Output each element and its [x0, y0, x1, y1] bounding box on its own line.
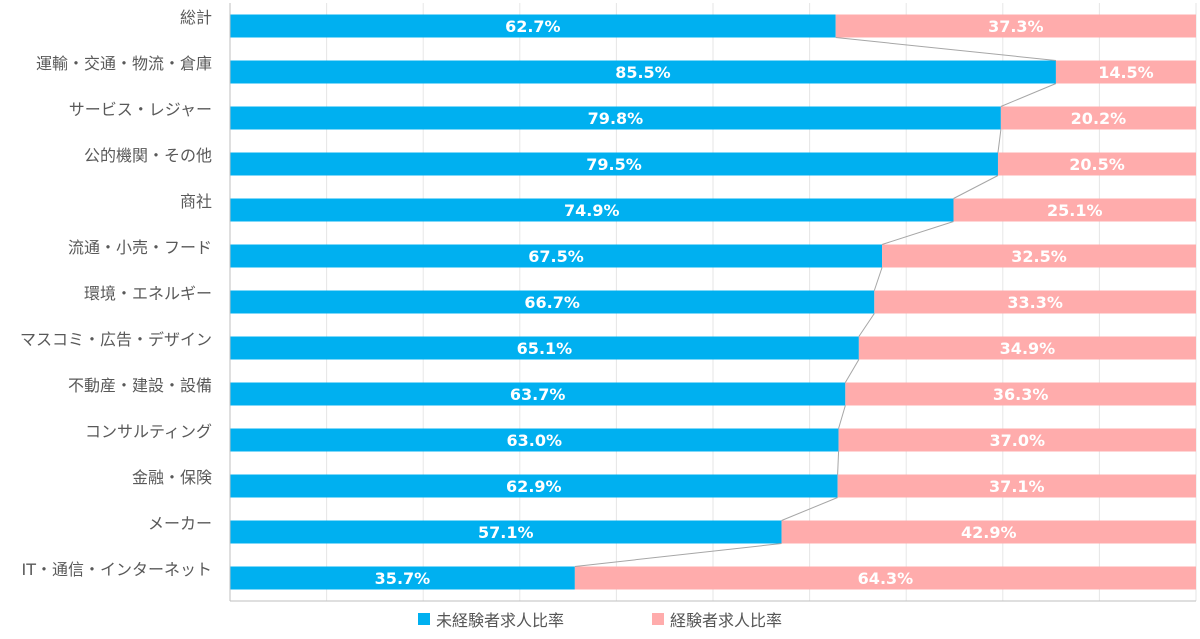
bar-experienced	[574, 566, 1196, 590]
category-label: メーカー	[148, 514, 212, 533]
bar-inexperienced	[230, 382, 846, 406]
chart-plot: 62.7% 37.3% 85.5% 14.5% 79.8% 20.2% 79.5% 20.5%…	[20, 3, 1197, 602]
data-label-experienced: 37.1%	[989, 477, 1045, 496]
series-lines	[574, 37, 1057, 567]
series-line	[781, 497, 838, 521]
category-label: マスコミ・広告・デザイン	[20, 330, 212, 349]
data-label-inexperienced: 65.1%	[517, 339, 573, 358]
category-label: 流通・小売・フード	[68, 238, 212, 257]
bar-inexperienced	[230, 14, 836, 38]
series-line	[997, 129, 1002, 153]
bar-inexperienced	[230, 290, 875, 314]
bar-inexperienced	[230, 336, 859, 360]
data-label-inexperienced: 85.5%	[615, 63, 671, 82]
category-label: 金融・保険	[132, 468, 212, 487]
bar-experienced	[845, 382, 1196, 406]
legend-swatch-experienced	[652, 613, 664, 625]
data-label-inexperienced: 67.5%	[528, 247, 584, 266]
data-label-experienced: 33.3%	[1007, 293, 1063, 312]
data-label-inexperienced: 35.7%	[375, 569, 431, 588]
category-label: 環境・エネルギー	[84, 284, 212, 303]
data-label-inexperienced: 66.7%	[524, 293, 580, 312]
data-label-experienced: 14.5%	[1098, 63, 1154, 82]
data-label-experienced: 32.5%	[1011, 247, 1067, 266]
category-label: 公的機関・その他	[84, 146, 212, 165]
data-label-inexperienced: 63.0%	[507, 431, 563, 450]
data-label-inexperienced: 63.7%	[510, 385, 566, 404]
bar-experienced	[781, 520, 1196, 544]
bar-experienced	[858, 336, 1196, 360]
data-label-experienced: 34.9%	[1000, 339, 1056, 358]
legend-label-inexperienced: 未経験者求人比率	[435, 611, 564, 630]
series-line	[873, 267, 883, 291]
bar-experienced	[882, 244, 1196, 268]
bar-inexperienced	[230, 60, 1056, 84]
data-label-inexperienced: 79.5%	[586, 155, 642, 174]
legend-item-inexperienced: 未経験者求人比率	[417, 607, 564, 631]
data-label-experienced: 25.1%	[1047, 201, 1103, 220]
bar-inexperienced	[230, 566, 575, 590]
series-line	[844, 359, 860, 383]
series-line	[1000, 83, 1057, 107]
data-label-experienced: 42.9%	[961, 523, 1017, 542]
legend-item-experienced: 経験者求人比率	[652, 607, 782, 631]
category-label: コンサルティング	[85, 422, 212, 441]
data-label-experienced: 64.3%	[858, 569, 914, 588]
data-label-experienced: 36.3%	[993, 385, 1049, 404]
data-label-inexperienced: 57.1%	[478, 523, 534, 542]
data-label-experienced: 37.3%	[988, 17, 1044, 36]
series-line	[835, 37, 1056, 61]
bar-experienced	[1055, 60, 1196, 84]
category-label: 商社	[180, 192, 212, 211]
series-line	[574, 543, 782, 567]
bar-inexperienced	[230, 152, 998, 176]
data-label-experienced: 20.5%	[1069, 155, 1125, 174]
category-label: サービス・レジャー	[69, 100, 212, 119]
legend-label-experienced: 経験者求人比率	[670, 611, 783, 630]
category-label: 不動産・建設・設備	[68, 376, 212, 395]
bar-experienced	[874, 290, 1196, 314]
series-line	[838, 405, 846, 429]
bar-experienced	[835, 14, 1196, 38]
bar-experienced	[838, 428, 1196, 452]
category-label: 総計	[180, 8, 212, 27]
series-line	[858, 313, 875, 337]
bar-experienced	[1000, 106, 1196, 130]
bar-inexperienced	[230, 474, 838, 498]
series-line	[953, 175, 999, 199]
data-label-experienced: 37.0%	[990, 431, 1046, 450]
bar-inexperienced	[230, 198, 954, 222]
data-label-inexperienced: 79.8%	[588, 109, 644, 128]
data-labels: 62.7% 37.3% 85.5% 14.5% 79.8% 20.2% 79.5% 20.5%…	[375, 17, 1154, 588]
data-label-inexperienced: 74.9%	[564, 201, 620, 220]
bar-experienced	[837, 474, 1196, 498]
data-label-inexperienced: 62.9%	[506, 477, 562, 496]
legend-swatch-inexperienced	[417, 613, 430, 625]
category-label: 運輸・交通・物流・倉庫	[36, 54, 212, 73]
bar-experienced	[953, 198, 1196, 222]
bar-inexperienced	[230, 520, 782, 544]
series-line	[837, 451, 840, 475]
category-labels: 総計運輸・交通・物流・倉庫サービス・レジャー公的機関・その他商社流通・小売・フー…	[20, 8, 212, 579]
series-line	[881, 221, 954, 245]
bars	[230, 14, 1196, 590]
bar-inexperienced	[230, 244, 883, 268]
bar-inexperienced	[230, 106, 1001, 130]
data-label-experienced: 20.2%	[1071, 109, 1127, 128]
bar-experienced	[997, 152, 1196, 176]
category-label: IT・通信・インターネット	[22, 560, 213, 579]
data-label-inexperienced: 62.7%	[505, 17, 561, 36]
legend: 未経験者求人比率 経験者求人比率	[0, 606, 1200, 632]
bar-inexperienced	[230, 428, 839, 452]
